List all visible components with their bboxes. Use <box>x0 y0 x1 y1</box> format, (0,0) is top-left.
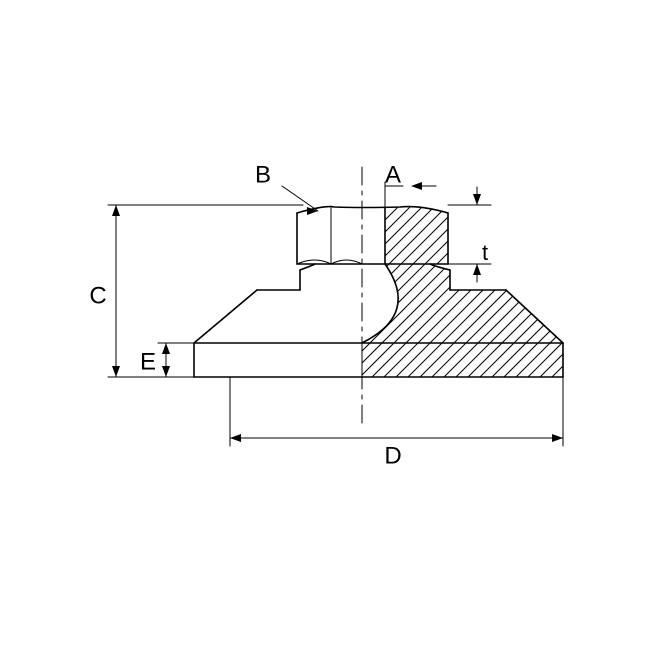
svg-text:E: E <box>140 348 156 375</box>
svg-text:B: B <box>255 161 271 188</box>
svg-text:A: A <box>385 161 401 188</box>
svg-text:D: D <box>384 442 401 469</box>
svg-text:t: t <box>482 240 488 265</box>
svg-text:C: C <box>89 282 106 309</box>
